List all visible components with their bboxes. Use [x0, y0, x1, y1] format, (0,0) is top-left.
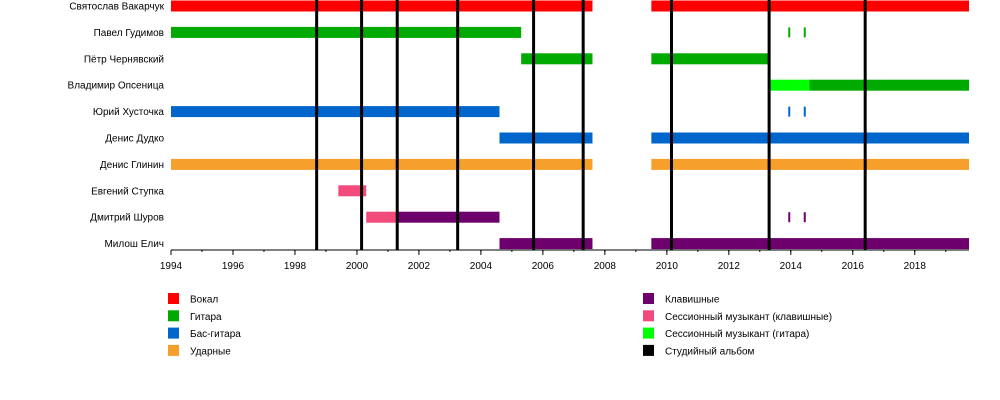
- membership-bar: [171, 0, 593, 12]
- member-label: Денис Дудко: [105, 134, 164, 145]
- membership-bar: [651, 53, 770, 65]
- membership-bar: [651, 132, 969, 144]
- legend-swatch: [168, 327, 179, 339]
- membership-bar: [521, 53, 593, 65]
- membership-bar: [651, 0, 969, 12]
- legend-label: Бас-гитара: [190, 329, 241, 340]
- legend-label: Гитара: [190, 312, 222, 323]
- tick-label: 2000: [346, 261, 369, 272]
- membership-bar: [651, 158, 969, 170]
- tick-label: 2012: [718, 261, 741, 272]
- tick-label: 2018: [904, 261, 927, 272]
- membership-bar: [366, 211, 398, 223]
- membership-bar: [499, 132, 593, 144]
- membership-bars: [171, 0, 969, 250]
- legend-swatch: [168, 344, 179, 356]
- tick-label: 2004: [470, 261, 493, 272]
- legend-swatch: [643, 327, 654, 339]
- tick-label: 2016: [842, 261, 865, 272]
- guest-marks: [788, 27, 806, 223]
- member-label: Святослав Вакарчук: [69, 2, 164, 13]
- tick-label: 1994: [160, 261, 183, 272]
- legend-label: Сессионный музыкант (гитара): [665, 329, 809, 340]
- membership-bar: [171, 106, 500, 118]
- album-lines: [315, 0, 867, 250]
- legend-swatch: [168, 310, 179, 322]
- legend-label: Студийный альбом: [665, 345, 755, 357]
- tick-label: 2008: [594, 261, 617, 272]
- tick-label: 1996: [222, 261, 245, 272]
- tick-label: 2014: [780, 261, 803, 272]
- tick-label: 1998: [284, 261, 307, 272]
- membership-bar: [171, 26, 522, 38]
- tick-label: 2006: [532, 261, 555, 272]
- tick-label: 2002: [408, 261, 431, 272]
- legend-label: Сессионный музыкант (клавишные): [665, 312, 832, 323]
- legend-swatch: [643, 310, 654, 322]
- member-label: Владимир Опсеница: [68, 81, 165, 92]
- member-label: Денис Глинин: [100, 160, 164, 171]
- member-label: Юрий Хусточка: [93, 107, 165, 118]
- membership-bar: [809, 79, 969, 91]
- legend-swatch: [643, 293, 654, 304]
- legend-label: Вокал: [190, 295, 218, 306]
- legend-label: Ударные: [190, 346, 231, 357]
- legend-label: Клавишные: [665, 295, 720, 306]
- membership-bar: [397, 211, 500, 223]
- legend-swatch: [643, 344, 654, 356]
- legend: Вокал Гитара Бас-гитара Ударные Клавишные Сес…: [168, 293, 832, 357]
- member-label: Пётр Чернявский: [84, 54, 164, 65]
- membership-bar: [171, 158, 593, 170]
- membership-bar: [651, 238, 969, 250]
- membership-bar: [769, 79, 810, 91]
- member-label: Евгений Ступка: [91, 186, 164, 197]
- x-axis: 1994 1996 1998 2000 2002 2004 2006 2008 2010 2012…: [160, 249, 969, 272]
- member-label: Павел Гудимов: [94, 28, 164, 39]
- member-labels: Святослав Вакарчук Павел Гудимов Пётр Черн…: [68, 2, 165, 251]
- legend-swatch: [168, 293, 179, 304]
- member-label: Милош Елич: [104, 239, 164, 250]
- membership-bar: [499, 238, 593, 250]
- tick-label: 2010: [656, 261, 679, 272]
- member-label: Дмитрий Шуров: [90, 213, 164, 224]
- membership-bar: [338, 185, 367, 197]
